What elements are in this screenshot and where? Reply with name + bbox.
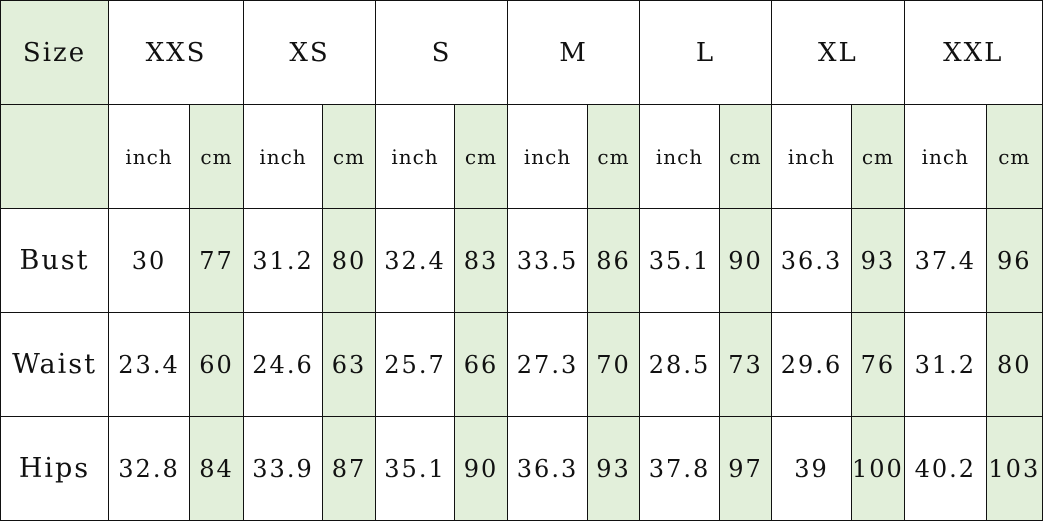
value-cm: 73	[719, 312, 772, 417]
value-inch: 37.4	[903, 208, 987, 313]
value-inch: 23.4	[108, 312, 190, 417]
unit-cm: cm	[719, 104, 772, 209]
empty-cell	[0, 104, 109, 209]
value-cm: 86	[587, 208, 640, 313]
value-cm: 60	[189, 312, 244, 417]
value-inch: 28.5	[639, 312, 720, 417]
value-inch: 25.7	[375, 312, 455, 417]
size-header-s: S	[375, 0, 508, 105]
size-header-m: M	[507, 0, 640, 105]
unit-inch: inch	[108, 104, 190, 209]
value-cm: 87	[322, 416, 376, 521]
value-cm: 70	[587, 312, 640, 417]
value-cm: 84	[189, 416, 244, 521]
value-cm: 63	[322, 312, 376, 417]
value-inch: 39	[771, 416, 852, 521]
unit-inch: inch	[375, 104, 455, 209]
unit-cm: cm	[322, 104, 376, 209]
value-inch: 33.5	[507, 208, 588, 313]
value-inch: 31.2	[903, 312, 987, 417]
size-header-xl: XL	[771, 0, 905, 105]
unit-cm: cm	[985, 104, 1043, 209]
value-inch: 29.6	[771, 312, 852, 417]
value-inch: 35.1	[375, 416, 455, 521]
value-cm: 80	[985, 312, 1043, 417]
value-cm: 80	[322, 208, 376, 313]
unit-cm: cm	[454, 104, 508, 209]
value-inch: 32.4	[375, 208, 455, 313]
value-inch: 30	[108, 208, 190, 313]
value-inch: 31.2	[243, 208, 323, 313]
value-cm: 97	[719, 416, 772, 521]
value-cm: 93	[851, 208, 905, 313]
unit-cm: cm	[189, 104, 244, 209]
value-inch: 37.8	[639, 416, 720, 521]
value-cm: 66	[454, 312, 508, 417]
unit-inch: inch	[903, 104, 987, 209]
value-inch: 32.8	[108, 416, 190, 521]
row-label: Waist	[0, 312, 109, 417]
size-header-xxl: XXL	[903, 0, 1043, 105]
value-cm: 77	[189, 208, 244, 313]
value-cm: 103	[985, 416, 1043, 521]
value-inch: 27.3	[507, 312, 588, 417]
value-inch: 24.6	[243, 312, 323, 417]
table-row: Waist 23.4 60 24.6 63 25.7 66 27.3 70 28.5 73 29.6 7…	[0, 312, 1043, 417]
row-label: Hips	[0, 416, 109, 521]
value-inch: 35.1	[639, 208, 720, 313]
unit-cm: cm	[587, 104, 640, 209]
value-inch: 33.9	[243, 416, 323, 521]
unit-inch: inch	[243, 104, 323, 209]
header-row: Size XXS XS S M L XL XXL	[0, 0, 1043, 105]
value-cm: 76	[851, 312, 905, 417]
value-cm: 83	[454, 208, 508, 313]
size-header-l: L	[639, 0, 772, 105]
value-cm: 93	[587, 416, 640, 521]
unit-inch: inch	[507, 104, 588, 209]
table-row: Bust 30 77 31.2 80 32.4 83 33.5 86 35.1 90 36.3 93 37…	[0, 208, 1043, 313]
value-inch: 36.3	[507, 416, 588, 521]
value-cm: 96	[985, 208, 1043, 313]
unit-row: inch cm inch cm inch cm inch cm inch cm inch cm inch…	[0, 104, 1043, 209]
size-header-xxs: XXS	[108, 0, 244, 105]
corner-label: Size	[0, 0, 109, 105]
unit-inch: inch	[771, 104, 852, 209]
value-inch: 40.2	[903, 416, 987, 521]
unit-inch: inch	[639, 104, 720, 209]
size-header-xs: XS	[243, 0, 376, 105]
value-cm: 90	[719, 208, 772, 313]
row-label: Bust	[0, 208, 109, 313]
value-cm: 100	[851, 416, 905, 521]
table-row: Hips 32.8 84 33.9 87 35.1 90 36.3 93 37.8 97 39 100 4…	[0, 416, 1043, 521]
value-cm: 90	[454, 416, 508, 521]
value-inch: 36.3	[771, 208, 852, 313]
unit-cm: cm	[851, 104, 905, 209]
